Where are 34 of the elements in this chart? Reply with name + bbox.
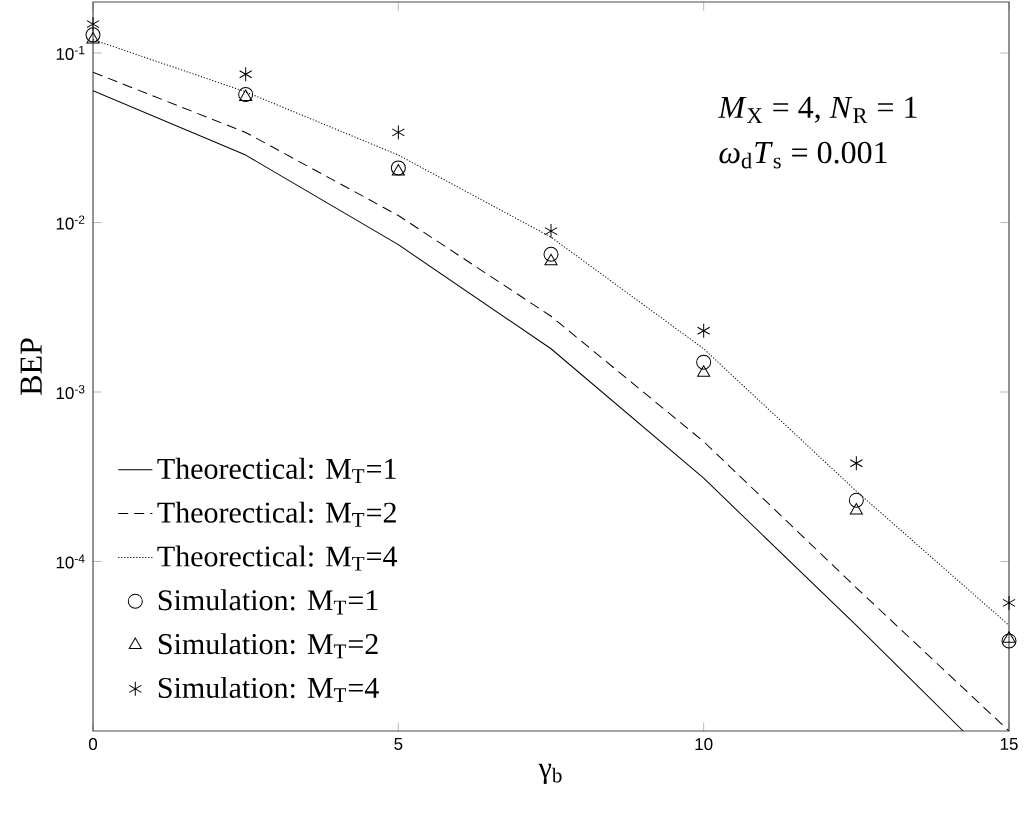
point bbox=[849, 502, 863, 515]
x-tick-label: 0 bbox=[88, 738, 98, 751]
annotation: M$_{X}$ = 4, N$_{R}$ = 1 bbox=[718, 96, 917, 124]
point bbox=[848, 492, 864, 508]
legend-label: Simulation: M$_{T}$=4 bbox=[158, 676, 379, 703]
point bbox=[544, 253, 558, 266]
x-axis-title: γ$_{b}$ bbox=[538, 763, 562, 785]
x-tick-label: 10 bbox=[695, 738, 713, 751]
point bbox=[239, 66, 253, 82]
annotation: ω$_{d}$T$_{s}$ = 0.001 bbox=[719, 141, 887, 169]
legend-label: Simulation: M$_{T}$=1 bbox=[158, 589, 378, 615]
y-tick-label: 10$^{-2}$ bbox=[56, 215, 85, 230]
point bbox=[849, 455, 863, 471]
point bbox=[390, 160, 406, 176]
legend-label: Simulation: M$_{T}$=2 bbox=[158, 633, 378, 659]
y-axis-title: BEP bbox=[20, 338, 42, 395]
y-tick-label: 10$^{-4}$ bbox=[56, 554, 85, 569]
point bbox=[543, 246, 559, 262]
point bbox=[544, 223, 558, 239]
x-tick-label: 5 bbox=[394, 738, 403, 750]
point bbox=[391, 164, 405, 176]
x-tick-label: 15 bbox=[1000, 738, 1018, 750]
y-tick-label: 10$^{-3}$ bbox=[56, 384, 85, 400]
legend-label: Theorectical: M$_{T}$=4 bbox=[157, 545, 398, 571]
legend-label: Theorectical: M$_{T}$=1 bbox=[157, 457, 396, 483]
point bbox=[697, 365, 711, 377]
legend-label: Theorectical: M$_{T}$=2 bbox=[157, 501, 396, 527]
point bbox=[391, 124, 405, 140]
point bbox=[1001, 633, 1017, 649]
point bbox=[696, 354, 712, 370]
point bbox=[1002, 595, 1016, 611]
y-tick-label: 10$^{-1}$ bbox=[56, 46, 85, 61]
point bbox=[697, 323, 711, 339]
point bbox=[1002, 631, 1016, 643]
